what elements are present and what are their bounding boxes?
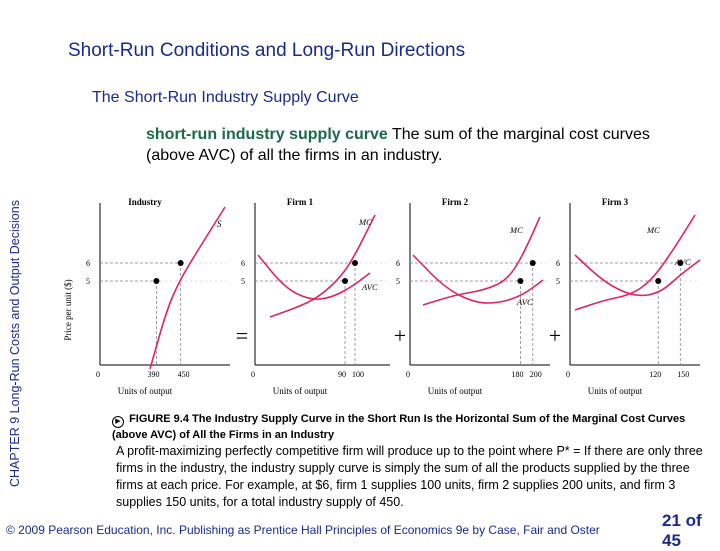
panel-2-y-tick-5: 5 xyxy=(241,277,245,286)
figure-caption: ▶ FIGURE 9.4 The Industry Supply Curve i… xyxy=(112,412,712,442)
panel-3-point-0 xyxy=(517,278,524,284)
panel-2-point-0 xyxy=(342,278,348,284)
panel-3-curve-avc xyxy=(412,254,544,304)
figure-9-4: Price per unit ($) Industry 6 5 0 Units of ou… xyxy=(55,185,715,410)
panel-4-point-1 xyxy=(677,260,684,266)
panel-3-title: Firm 2 xyxy=(442,197,469,207)
panel-4-origin: 0 xyxy=(566,370,570,379)
panel-1-title: Industry xyxy=(128,197,162,207)
panel-2-x-tick-1: 100 xyxy=(352,370,364,379)
panel-3-x-tick-0: 180 xyxy=(511,370,523,379)
panel-1-point-0 xyxy=(153,278,160,284)
slide-subtitle: The Short-Run Industry Supply Curve xyxy=(92,89,359,106)
panel-1-curve-label-s: S xyxy=(217,219,222,229)
panel-2-curve-label-mc: MC xyxy=(358,217,372,227)
panel-1-x-axis-label: Units of output xyxy=(118,386,173,396)
panel-2-curve-mc xyxy=(269,214,376,318)
panel-1-x-tick-1: 450 xyxy=(178,370,190,379)
panel-4-y-tick-6: 6 xyxy=(556,259,560,268)
panel-2-x-tick-0: 90 xyxy=(338,370,346,379)
panel-1-y-tick-6: 6 xyxy=(86,259,90,268)
panel-3-curve-mc xyxy=(422,216,541,306)
panel-4-curve-label-mc: MC xyxy=(646,225,660,235)
figure-caption-text: FIGURE 9.4 The Industry Supply Curve in … xyxy=(112,413,686,441)
panel-4-title: Firm 3 xyxy=(602,197,629,207)
panel-2-x-axis-label: Units of output xyxy=(273,386,328,396)
play-icon[interactable]: ▶ xyxy=(112,416,124,428)
slide-title: Short-Run Conditions and Long-Run Direct… xyxy=(68,40,466,61)
footer-copyright: © 2009 Pearson Education, Inc. Publishin… xyxy=(6,523,600,537)
body-text: A profit-maximizing perfectly competitiv… xyxy=(116,444,703,509)
panel-3-x-tick-1: 200 xyxy=(530,370,542,379)
panel-3-y-tick-5: 5 xyxy=(396,277,400,286)
y-axis-label: Price per unit ($) xyxy=(63,279,73,340)
panel-1-origin: 0 xyxy=(96,370,100,379)
chapter-side-label: CHAPTER 9 Long-Run Costs and Output Deci… xyxy=(8,200,22,487)
panel-4-point-0 xyxy=(655,278,662,284)
definition-term: short-run industry supply curve xyxy=(146,126,388,143)
operator-1: = xyxy=(236,323,248,348)
panel-2-curve-label-avc: AVC xyxy=(361,282,378,292)
panel-1-curve-s xyxy=(149,206,226,370)
panel-4-curve-mc xyxy=(574,214,696,311)
panel-4-curve-avc xyxy=(574,254,701,297)
panel-4-x-tick-1: 150 xyxy=(677,370,689,379)
panel-2-point-1 xyxy=(352,260,358,266)
panel-2-y-tick-6: 6 xyxy=(241,259,245,268)
panel-1-x-tick-0: 390 xyxy=(147,370,159,379)
definition-text: The sum of the marginal cost curves (abo… xyxy=(146,126,650,164)
panel-1-y-tick-5: 5 xyxy=(86,277,90,286)
operator-3: + xyxy=(549,323,561,348)
panel-3-y-tick-6: 6 xyxy=(396,259,400,268)
panel-3-x-axis-label: Units of output xyxy=(428,386,483,396)
definition: short-run industry supply curve The sum … xyxy=(146,124,666,166)
page-number: 21 of 45 xyxy=(662,511,702,550)
panel-2-title: Firm 1 xyxy=(287,197,314,207)
panel-4-y-tick-5: 5 xyxy=(556,277,560,286)
panel-3-origin: 0 xyxy=(406,370,410,379)
panel-3-curve-label-avc: AVC xyxy=(516,297,533,307)
panel-2-origin: 0 xyxy=(251,370,255,379)
panel-3-curve-label-mc: MC xyxy=(509,225,523,235)
operator-2: + xyxy=(394,323,406,348)
panel-4-x-tick-0: 120 xyxy=(649,370,661,379)
panel-1-point-1 xyxy=(177,260,184,266)
panel-2-curve-avc xyxy=(257,254,371,300)
panel-3-point-1 xyxy=(529,260,536,266)
panel-4-x-axis-label: Units of output xyxy=(588,386,643,396)
supply-curve-chart: Price per unit ($) Industry 6 5 0 Units of ou… xyxy=(63,197,701,396)
